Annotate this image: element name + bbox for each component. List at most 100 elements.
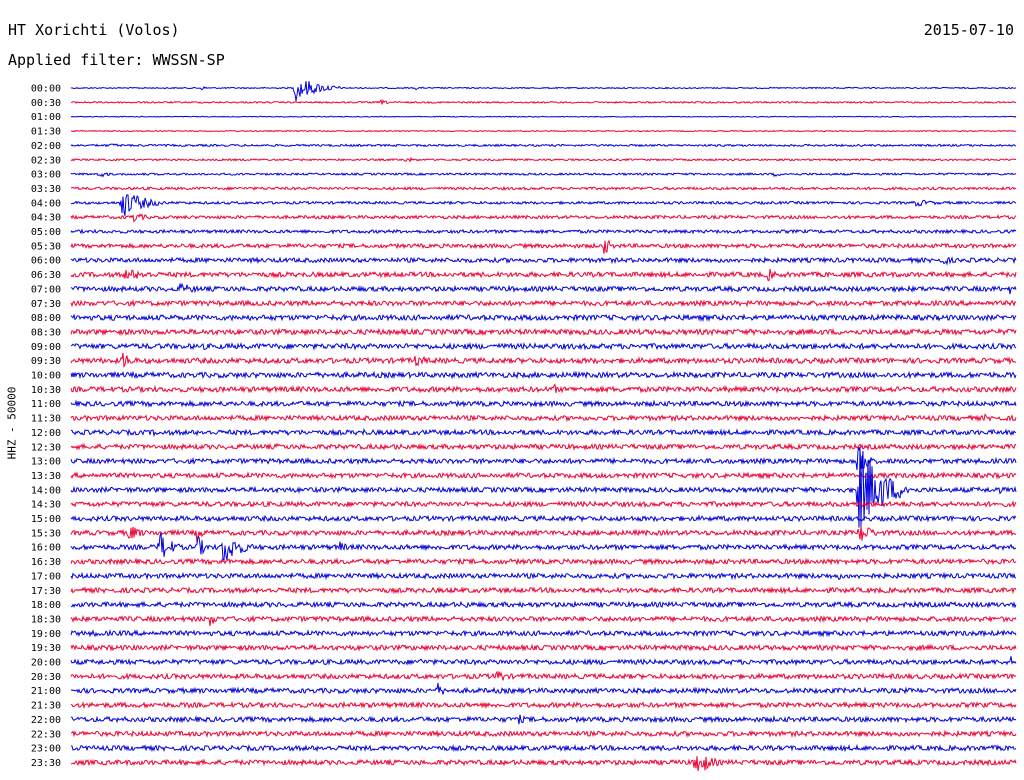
- row-label-2230: 22:30: [31, 729, 61, 740]
- row-label-0730: 07:30: [31, 299, 61, 310]
- trace-0930: [70, 352, 1017, 369]
- row-label-2030: 20:30: [31, 672, 61, 683]
- row-label-0900: 09:00: [31, 342, 61, 353]
- row-label-0130: 01:30: [31, 127, 61, 138]
- trace-2100: [70, 682, 1017, 695]
- trace-0030: [70, 98, 1017, 105]
- row-label-0600: 06:00: [31, 256, 61, 267]
- row-label-0200: 02:00: [31, 141, 61, 152]
- row-label-2330: 23:30: [31, 758, 61, 769]
- trace-1930: [70, 643, 1017, 652]
- trace-1730: [70, 585, 1017, 595]
- trace-2030: [70, 670, 1017, 681]
- trace-0400: [71, 194, 1017, 217]
- row-label-0630: 06:30: [31, 270, 61, 281]
- trace-1000: [70, 370, 1017, 380]
- row-label-0030: 00:30: [31, 98, 61, 109]
- row-label-2130: 21:30: [31, 701, 61, 712]
- row-label-0400: 04:00: [31, 198, 61, 209]
- row-label-1030: 10:30: [31, 385, 61, 396]
- row-label-0830: 08:30: [31, 327, 61, 338]
- row-label-1830: 18:30: [31, 614, 61, 625]
- row-label-0100: 01:00: [31, 112, 61, 123]
- row-label-1630: 16:30: [31, 557, 61, 568]
- row-label-1330: 13:30: [31, 471, 61, 482]
- trace-0700: [70, 282, 1017, 295]
- row-label-2200: 22:00: [31, 715, 61, 726]
- station-title: HT Xorichti (Volos): [8, 21, 180, 39]
- trace-2330: [70, 756, 1017, 772]
- trace-2000: [70, 656, 1017, 667]
- row-label-0330: 03:30: [31, 184, 61, 195]
- filter-label: Applied filter: WWSSN-SP: [8, 51, 225, 69]
- row-label-1100: 11:00: [31, 399, 61, 410]
- trace-1400: [70, 447, 1017, 528]
- trace-1130: [70, 413, 1017, 423]
- trace-1700: [70, 571, 1017, 581]
- row-label-1530: 15:30: [31, 528, 61, 539]
- trace-1300: [70, 446, 1017, 471]
- date-label: 2015-07-10: [923, 21, 1014, 39]
- row-label-1000: 10:00: [31, 371, 61, 382]
- row-label-2300: 23:00: [31, 744, 61, 755]
- row-label-1730: 17:30: [31, 586, 61, 597]
- trace-0430: [70, 213, 1017, 223]
- trace-0830: [70, 327, 1017, 337]
- trace-1830: [70, 614, 1017, 626]
- trace-1430: [70, 500, 1017, 509]
- trace-0230: [70, 156, 1017, 163]
- row-label-0000: 00:00: [31, 84, 61, 95]
- row-label-1430: 14:30: [31, 500, 61, 511]
- row-label-0500: 05:00: [31, 227, 61, 238]
- trace-1100: [70, 399, 1017, 408]
- trace-0100: [70, 115, 1017, 118]
- row-label-2100: 21:00: [31, 686, 61, 697]
- row-label-1200: 12:00: [31, 428, 61, 439]
- trace-1600: [70, 532, 1017, 562]
- row-label-1400: 14:00: [31, 485, 61, 496]
- row-label-1900: 19:00: [31, 629, 61, 640]
- trace-1330: [70, 471, 1017, 480]
- trace-1800: [71, 600, 1017, 609]
- row-label-0800: 08:00: [31, 313, 61, 324]
- trace-2230: [71, 729, 1017, 739]
- trace-0530: [70, 239, 1017, 254]
- trace-0130: [70, 129, 1017, 133]
- row-label-0230: 02:30: [31, 155, 61, 166]
- row-label-2000: 20:00: [31, 658, 61, 669]
- trace-1530: [70, 525, 1017, 543]
- row-label-0430: 04:30: [31, 213, 61, 224]
- row-label-1230: 12:30: [31, 442, 61, 453]
- row-label-1930: 19:30: [31, 643, 61, 654]
- trace-0630: [70, 268, 1017, 282]
- trace-2300: [70, 743, 1017, 753]
- row-label-1700: 17:00: [31, 571, 61, 582]
- trace-1230: [70, 442, 1017, 452]
- trace-0200: [70, 143, 1017, 148]
- row-label-0930: 09:30: [31, 356, 61, 367]
- row-label-1500: 15:00: [31, 514, 61, 525]
- trace-0500: [70, 228, 1017, 235]
- row-label-0700: 07:00: [31, 284, 61, 295]
- trace-0800: [70, 313, 1017, 323]
- trace-1200: [70, 428, 1017, 438]
- row-label-1800: 18:00: [31, 600, 61, 611]
- trace-2130: [70, 700, 1017, 710]
- trace-2200: [70, 714, 1016, 725]
- trace-1500: [70, 514, 1017, 523]
- row-label-1130: 11:30: [31, 414, 61, 425]
- trace-1030: [70, 383, 1017, 394]
- trace-0300: [70, 171, 1017, 178]
- row-label-0530: 05:30: [31, 241, 61, 252]
- row-label-1300: 13:00: [31, 457, 61, 468]
- trace-1630: [70, 557, 1017, 567]
- row-label-1600: 16:00: [31, 543, 61, 554]
- row-label-0300: 03:00: [31, 170, 61, 181]
- trace-0730: [70, 299, 1017, 308]
- trace-0330: [70, 185, 1017, 191]
- trace-0600: [70, 256, 1017, 266]
- trace-1900: [70, 629, 1017, 638]
- trace-0900: [70, 341, 1017, 351]
- trace-0000: [70, 81, 1017, 101]
